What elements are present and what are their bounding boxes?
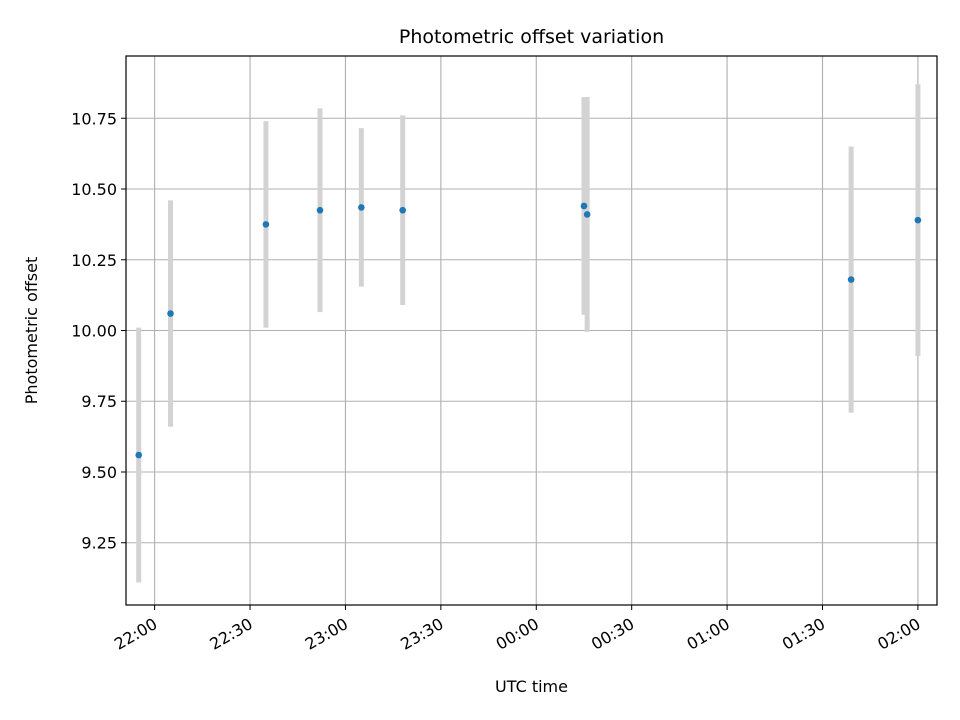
y-tick-label: 10.75 xyxy=(71,109,117,128)
y-tick-label: 9.75 xyxy=(81,392,117,411)
data-point xyxy=(847,276,855,283)
data-point xyxy=(583,211,591,218)
x-axis-label: UTC time xyxy=(495,677,568,696)
chart-title: Photometric offset variation xyxy=(399,26,664,48)
grid-lines xyxy=(126,56,937,605)
data-point xyxy=(399,206,406,214)
y-tick-label: 10.50 xyxy=(71,180,117,199)
data-point xyxy=(914,216,922,224)
data-markers xyxy=(135,202,922,459)
data-point xyxy=(580,202,588,210)
y-axis-ticks: 9.25 9.50 9.75 10.00 10.25 10.50 10.75 xyxy=(71,109,126,553)
data-point xyxy=(262,221,270,228)
y-tick-label: 9.50 xyxy=(81,463,117,482)
data-point xyxy=(167,310,174,317)
y-tick-label: 9.25 xyxy=(81,534,117,553)
y-axis-label: Photometric offset xyxy=(22,257,41,405)
y-tick-label: 10.25 xyxy=(71,251,117,270)
data-point xyxy=(358,204,365,211)
data-point xyxy=(135,451,143,459)
data-point xyxy=(316,206,324,214)
y-tick-label: 10.00 xyxy=(71,322,117,341)
